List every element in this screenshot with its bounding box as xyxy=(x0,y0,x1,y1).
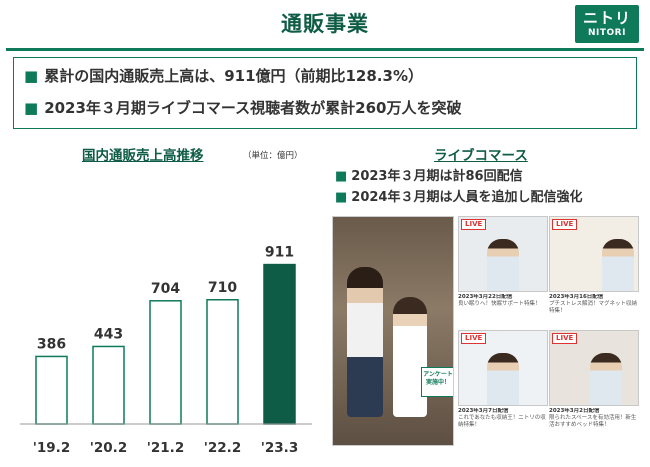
live-commerce-point-1: ■ 2023年３月期は計86回配信 xyxy=(335,165,523,184)
live-badge: LIVE xyxy=(552,333,578,344)
stream-thumbnail: LIVE xyxy=(458,216,548,292)
stream-thumbnail: LIVE xyxy=(549,330,639,406)
thumbnail-date: 2023年3月7日配信 xyxy=(458,408,509,414)
title-divider xyxy=(6,48,644,51)
bar-1 xyxy=(92,345,125,425)
nitori-logo: ニトリ NITORI xyxy=(575,5,639,43)
sales-bar-chart: 386 '19.2 443 '20.2 704 '21.2 710 '22.2 911 '23.3 xyxy=(20,245,312,456)
highlight-2-text: 2023年３月期ライブコマース視聴者数が累計260万人を突破 xyxy=(44,99,462,117)
presenter-figure xyxy=(602,239,634,291)
x-tick-label-0: '19.2 xyxy=(33,440,70,456)
chart-unit-label: （単位：億円） xyxy=(243,151,303,161)
bar-3 xyxy=(206,299,239,425)
live-commerce-title: ライブコマース xyxy=(434,148,528,164)
data-label-4: 911 xyxy=(265,245,294,261)
data-label-0: 386 xyxy=(37,336,66,352)
presenter-figure xyxy=(393,297,427,417)
highlights-box: ■ 累計の国内通販売上高は、911億円（前期比128.3%） ■ 2023年３月期ラ… xyxy=(13,57,637,129)
data-label-2: 704 xyxy=(151,281,180,297)
live-commerce-gallery: アンケート実施中！ LIVE 2023年3月22日配信 良い眠りへ！快眠サポート… xyxy=(332,216,640,446)
bullet-icon: ■ xyxy=(335,169,348,184)
logo-text-jp: ニトリ xyxy=(582,9,631,27)
live-badge: LIVE xyxy=(461,219,487,230)
live-badge: LIVE xyxy=(461,333,487,344)
live-commerce-point-1-text: 2023年３月期は計86回配信 xyxy=(351,169,523,184)
bullet-icon: ■ xyxy=(335,190,348,205)
thumbnail-text: プチストレス解消！マグネット収納特集！ xyxy=(549,301,638,314)
bullet-icon: ■ xyxy=(24,99,39,117)
stream-thumbnail: LIVE xyxy=(458,330,548,406)
live-badge: LIVE xyxy=(552,219,578,230)
bar-2 xyxy=(149,300,182,425)
presenter-figure xyxy=(487,239,519,291)
logo-text-en: NITORI xyxy=(588,28,626,38)
live-stream-main-photo: アンケート実施中！ xyxy=(332,216,454,446)
chart-title: 国内通販売上高推移 xyxy=(82,148,204,164)
x-tick-label-2: '21.2 xyxy=(147,440,184,456)
presenter-figure xyxy=(347,267,383,417)
x-tick-label-1: '20.2 xyxy=(90,440,127,456)
x-tick-label-4: '23.3 xyxy=(261,440,298,456)
x-tick-label-3: '22.2 xyxy=(204,440,241,456)
highlight-2: ■ 2023年３月期ライブコマース視聴者数が累計260万人を突破 xyxy=(24,97,462,118)
highlight-1: ■ 累計の国内通販売上高は、911億円（前期比128.3%） xyxy=(24,65,423,86)
thumbnail-text: 限られたスペースを有効活用！新生活おすすめベッド特集！ xyxy=(549,415,637,428)
bullet-icon: ■ xyxy=(24,67,39,85)
data-label-3: 710 xyxy=(208,280,237,296)
bar-4 xyxy=(263,263,296,425)
thumbnail-date: 2023年3月22日配信 xyxy=(458,294,513,300)
page-title: 通販事業 xyxy=(281,12,369,36)
thumbnail-caption: 2023年3月2日配信 限られたスペースを有効活用！新生活おすすめベッド特集！ xyxy=(549,408,641,429)
thumbnail-caption: 2023年3月22日配信 良い眠りへ！快眠サポート特集！ xyxy=(458,294,550,308)
presenter-figure xyxy=(590,353,622,405)
thumbnail-caption: 2023年3月16日配信 プチストレス解消！マグネット収納特集！ xyxy=(549,294,641,315)
stream-thumbnail: LIVE xyxy=(549,216,639,292)
thumbnail-text: 良い眠りへ！快眠サポート特集！ xyxy=(458,301,541,307)
presenter-figure xyxy=(487,353,519,405)
survey-bubble: アンケート実施中！ xyxy=(421,367,453,397)
bar-0 xyxy=(35,355,68,425)
thumbnail-caption: 2023年3月7日配信 これであなたも収納王！ニトリの収納特集！ xyxy=(458,408,550,429)
highlight-1-text: 累計の国内通販売上高は、911億円（前期比128.3%） xyxy=(44,67,423,85)
live-commerce-point-2: ■ 2024年３月期は人員を追加し配信強化 xyxy=(335,186,582,205)
thumbnail-text: これであなたも収納王！ニトリの収納特集！ xyxy=(458,415,546,428)
data-label-1: 443 xyxy=(94,326,123,342)
live-commerce-point-2-text: 2024年３月期は人員を追加し配信強化 xyxy=(351,190,583,205)
thumbnail-date: 2023年3月2日配信 xyxy=(549,408,600,414)
thumbnail-date: 2023年3月16日配信 xyxy=(549,294,604,300)
